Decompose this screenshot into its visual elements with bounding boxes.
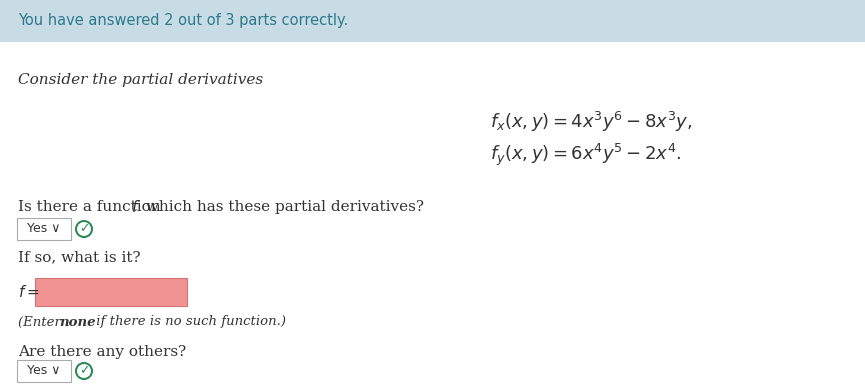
Text: which has these partial derivatives?: which has these partial derivatives? — [141, 200, 424, 214]
Text: (Enter: (Enter — [18, 316, 65, 328]
Text: $f=$: $f=$ — [18, 284, 40, 300]
Text: $f$: $f$ — [131, 199, 140, 215]
Text: $f_x(x, y) = 4x^3y^6 - 8x^3y,$: $f_x(x, y) = 4x^3y^6 - 8x^3y,$ — [490, 110, 693, 134]
Text: Are there any others?: Are there any others? — [18, 345, 186, 359]
FancyBboxPatch shape — [17, 360, 71, 382]
FancyBboxPatch shape — [17, 218, 71, 240]
Text: $f_y(x, y) = 6x^4y^5 - 2x^4.$: $f_y(x, y) = 6x^4y^5 - 2x^4.$ — [490, 142, 682, 168]
Text: Yes ∨: Yes ∨ — [28, 364, 61, 377]
Text: Consider the partial derivatives: Consider the partial derivatives — [18, 73, 263, 87]
Text: If so, what is it?: If so, what is it? — [18, 250, 141, 264]
Text: none: none — [59, 316, 95, 328]
FancyBboxPatch shape — [35, 278, 187, 306]
Text: ✓: ✓ — [79, 222, 89, 235]
Text: ✓: ✓ — [79, 364, 89, 377]
Text: You have answered 2 out of 3 parts correctly.: You have answered 2 out of 3 parts corre… — [18, 14, 349, 29]
Text: if there is no such function.): if there is no such function.) — [92, 316, 286, 328]
Text: Is there a function: Is there a function — [18, 200, 165, 214]
FancyBboxPatch shape — [0, 0, 865, 42]
Text: Yes ∨: Yes ∨ — [28, 222, 61, 235]
